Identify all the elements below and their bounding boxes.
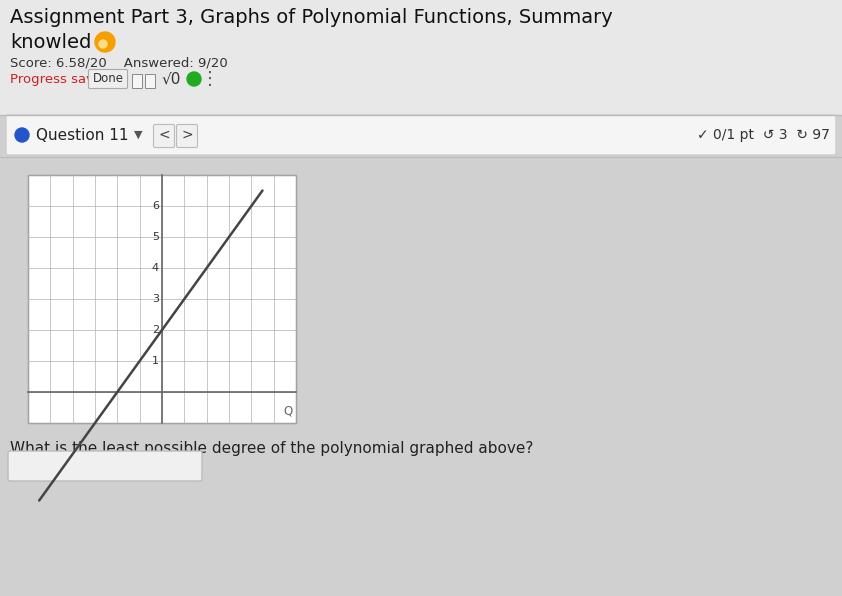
Text: Assignment Part 3, Graphs of Polynomial Functions, Summary: Assignment Part 3, Graphs of Polynomial …: [10, 8, 613, 27]
Text: Score: 6.58/20    Answered: 9/20: Score: 6.58/20 Answered: 9/20: [10, 57, 227, 70]
Text: ▼: ▼: [134, 130, 142, 140]
Text: 2: 2: [152, 325, 159, 335]
Text: ✓ 0/1 pt  ↺ 3  ↻ 97: ✓ 0/1 pt ↺ 3 ↻ 97: [697, 128, 830, 142]
FancyBboxPatch shape: [6, 115, 836, 155]
Text: Question 11: Question 11: [36, 128, 129, 142]
Circle shape: [99, 40, 107, 48]
FancyBboxPatch shape: [177, 125, 198, 147]
Text: √0: √0: [162, 72, 181, 86]
Text: <: <: [158, 128, 170, 142]
Text: Q: Q: [284, 405, 293, 418]
FancyBboxPatch shape: [8, 451, 202, 481]
Text: >: >: [181, 128, 193, 142]
FancyBboxPatch shape: [145, 73, 154, 88]
Bar: [28, 175, 296, 423]
FancyBboxPatch shape: [153, 125, 174, 147]
Bar: [0, 0, 842, 115]
Text: Progress saved: Progress saved: [10, 73, 111, 86]
Text: 4: 4: [152, 263, 159, 273]
Circle shape: [95, 32, 115, 52]
FancyBboxPatch shape: [131, 73, 141, 88]
Circle shape: [187, 72, 201, 86]
Text: What is the least possible degree of the polynomial graphed above?: What is the least possible degree of the…: [10, 441, 533, 456]
Text: 3: 3: [152, 294, 159, 304]
FancyBboxPatch shape: [88, 70, 127, 88]
Circle shape: [15, 128, 29, 142]
Text: Done: Done: [93, 73, 124, 85]
Text: 6: 6: [152, 201, 159, 211]
Text: 5: 5: [152, 232, 159, 242]
Text: ⋮: ⋮: [201, 70, 219, 88]
Text: 1: 1: [152, 356, 159, 366]
Text: knowled: knowled: [10, 33, 92, 52]
